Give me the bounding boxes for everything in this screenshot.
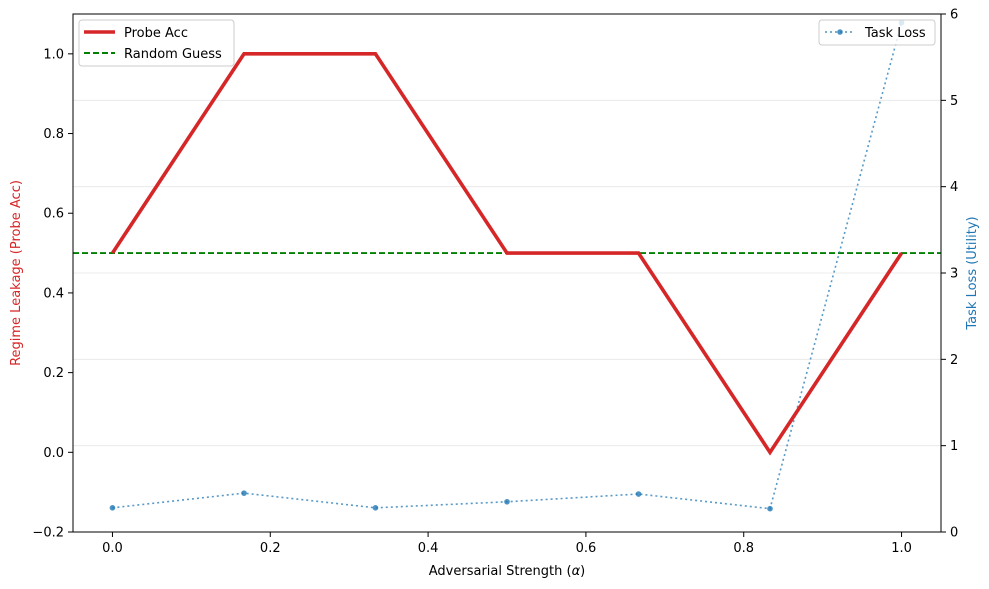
legend-right-box (818, 19, 936, 46)
legend-probe-acc-label: Probe Acc (124, 26, 188, 41)
y-left-tick-label: 0.6 (43, 207, 64, 222)
task-loss-point (372, 505, 379, 511)
grid (73, 99, 941, 447)
task-loss-point (767, 505, 773, 512)
task-loss-point (504, 498, 510, 505)
y-right-tick-label: 2 (950, 353, 958, 368)
y-right-tick-label: 3 (950, 267, 958, 282)
legend-task-loss-marker (837, 29, 843, 35)
x-axis: 0.0 0.2 0.4 0.6 0.8 1.0 (102, 532, 912, 556)
y-right-tick-label: 0 (950, 526, 958, 541)
plot-area (73, 19, 941, 512)
x-tick-label: 0.8 (733, 541, 754, 556)
x-tick-label: 0.2 (260, 541, 281, 556)
legend-left-box (78, 19, 235, 67)
y-right-tick-label: 1 (950, 439, 958, 454)
task-loss-point (109, 505, 116, 511)
y-left-tick-label: 1.0 (43, 47, 64, 62)
y-axis-label-left: Regime Leakage (Probe Acc) (9, 180, 24, 366)
y-right-tick-label: 5 (950, 94, 958, 109)
x-tick-label: 0.4 (418, 541, 439, 556)
legend-random-guess-label: Random Guess (124, 47, 222, 62)
y-left-tick-label: 0.4 (43, 286, 64, 301)
x-tick-label: 1.0 (891, 541, 912, 556)
y-axis-left: −0.2 0.0 0.2 0.4 0.6 0.8 1.0 (32, 47, 73, 541)
y-left-tick-label: 0.2 (43, 366, 64, 381)
probe-acc-line (110, 52, 904, 456)
y-left-tick-label: 0.0 (43, 446, 64, 461)
legend-task-loss-label: Task Loss (864, 26, 926, 41)
task-loss-line (112, 22, 903, 510)
legend-right: Task Loss (818, 19, 936, 46)
y-axis-right: 0 1 2 3 4 5 6 (941, 8, 958, 541)
legend-left: Probe Acc Random Guess (78, 19, 235, 67)
y-axis-label-right: Task Loss (Utility) (965, 216, 980, 330)
y-left-tick-label: 0.8 (43, 127, 64, 142)
x-tick-label: 0.6 (576, 541, 597, 556)
y-left-tick-label: −0.2 (32, 526, 64, 541)
task-loss-point (241, 490, 247, 496)
x-tick-label: 0.0 (102, 541, 123, 556)
x-axis-label: Adversarial Strength (α) (429, 564, 585, 579)
task-loss-point (635, 491, 642, 497)
y-right-tick-label: 4 (950, 180, 958, 195)
y-right-tick-label: 6 (950, 8, 958, 23)
